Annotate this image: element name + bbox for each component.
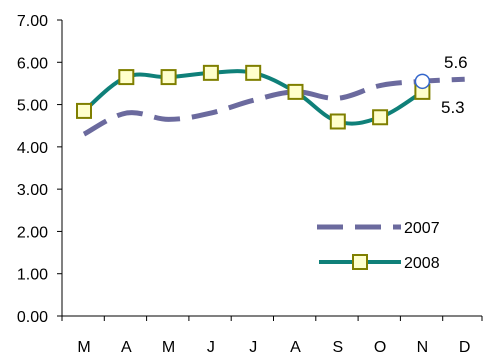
x-tick-label: J bbox=[249, 339, 257, 354]
x-tick-label: N bbox=[417, 339, 429, 354]
data-label-2007: 5.6 bbox=[444, 53, 468, 72]
point-2008 bbox=[76, 102, 92, 119]
point-2008 bbox=[202, 64, 219, 81]
y-tick-label: 7.00 bbox=[17, 13, 48, 30]
data-labels: 5.6 5.3 bbox=[441, 53, 468, 117]
x-tick-label: D bbox=[459, 339, 471, 354]
y-tick-labels: 0.00 1.00 2.00 3.00 4.00 5.00 6.00 7.00 bbox=[17, 13, 48, 326]
legend-label-2008: 2008 bbox=[404, 255, 440, 272]
legend-label-2007: 2007 bbox=[404, 220, 440, 237]
series-line-2007 bbox=[82, 76, 465, 137]
y-tick-label: 5.00 bbox=[17, 98, 48, 115]
y-tick-label: 1.00 bbox=[17, 267, 48, 284]
x-tick-label: M bbox=[162, 339, 175, 354]
series-markers bbox=[76, 64, 431, 130]
chart-axes bbox=[57, 19, 483, 321]
legend-marker-2008 bbox=[352, 254, 368, 270]
x-tick-label: J bbox=[207, 339, 215, 354]
point-2008 bbox=[329, 113, 346, 130]
x-tick-label: A bbox=[290, 339, 301, 354]
y-tick-label: 3.00 bbox=[17, 182, 48, 199]
y-tick-label: 4.00 bbox=[17, 140, 48, 157]
point-2008 bbox=[287, 83, 304, 100]
x-tick-label: O bbox=[374, 339, 386, 354]
point-2007-highlight bbox=[414, 73, 431, 90]
y-tick-label: 6.00 bbox=[17, 55, 48, 72]
y-tick-label: 0.00 bbox=[17, 309, 48, 326]
point-2008 bbox=[372, 109, 389, 126]
series-lines bbox=[82, 69, 465, 137]
point-2008 bbox=[160, 69, 177, 86]
legend: 2007 2008 bbox=[317, 220, 440, 272]
x-tick-label: S bbox=[332, 339, 343, 354]
x-tick-label: M bbox=[77, 339, 90, 354]
x-tick-label: A bbox=[121, 339, 132, 354]
data-label-2008: 5.3 bbox=[441, 98, 465, 117]
y-tick-label: 2.00 bbox=[17, 224, 48, 241]
point-2008 bbox=[245, 64, 262, 81]
point-2008 bbox=[118, 69, 135, 86]
